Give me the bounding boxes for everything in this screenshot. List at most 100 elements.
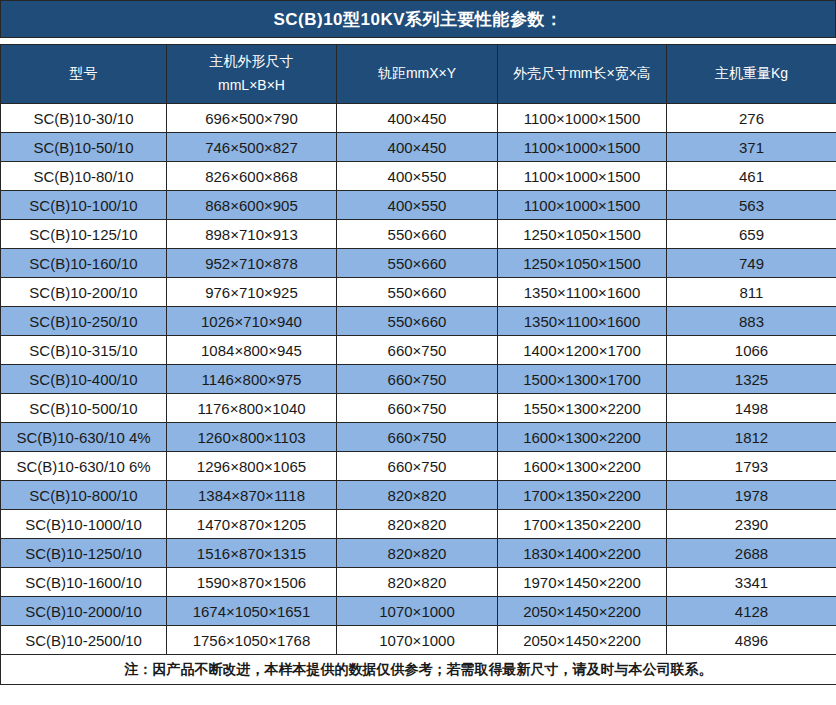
header-model: 型号 (1, 45, 167, 104)
table-cell: 811 (667, 278, 836, 307)
table-cell: SC(B)10-125/10 (1, 220, 167, 249)
table-cell: 1550×1300×2200 (498, 394, 667, 423)
table-cell: 826×600×868 (167, 162, 337, 191)
table-cell: 1384×870×1118 (167, 481, 337, 510)
table-cell: 1350×1100×1600 (498, 307, 667, 336)
table-cell: SC(B)10-160/10 (1, 249, 167, 278)
table-cell: SC(B)10-1600/10 (1, 568, 167, 597)
table-cell: 1590×870×1506 (167, 568, 337, 597)
table-cell: 1500×1300×1700 (498, 365, 667, 394)
table-cell: 1250×1050×1500 (498, 220, 667, 249)
table-cell: 1100×1000×1500 (498, 133, 667, 162)
table-row: SC(B)10-630/10 4%1260×800×1103660×750160… (1, 423, 836, 452)
table-cell: 746×500×827 (167, 133, 337, 162)
table-cell: 400×550 (337, 162, 498, 191)
table-cell: 1100×1000×1500 (498, 104, 667, 133)
table-cell: 1325 (667, 365, 836, 394)
table-cell: 1516×870×1315 (167, 539, 337, 568)
table-row: SC(B)10-2000/101674×1050×16511070×100020… (1, 597, 836, 626)
table-cell: 4128 (667, 597, 836, 626)
header-dimensions: 主机外形尺寸 mmL×B×H (167, 45, 337, 104)
table-cell: 1812 (667, 423, 836, 452)
table-cell: 400×550 (337, 191, 498, 220)
table-cell: 660×750 (337, 365, 498, 394)
table-cell: 820×820 (337, 510, 498, 539)
table-cell: SC(B)10-2000/10 (1, 597, 167, 626)
table-cell: SC(B)10-400/10 (1, 365, 167, 394)
header-row: 型号 主机外形尺寸 mmL×B×H 轨距mmX×Y 外壳尺寸mm长×宽×高 主机… (1, 45, 836, 104)
note-text: 注：因产品不断改进，本样本提供的数据仅供参考；若需取得最新尺寸，请及时与本公司联… (1, 655, 836, 685)
table-cell: 550×660 (337, 220, 498, 249)
table-cell: SC(B)10-80/10 (1, 162, 167, 191)
table-cell: 1176×800×1040 (167, 394, 337, 423)
table-cell: 976×710×925 (167, 278, 337, 307)
table-cell: 1350×1100×1600 (498, 278, 667, 307)
table-row: SC(B)10-2500/101756×1050×17681070×100020… (1, 626, 836, 655)
table-cell: 660×750 (337, 394, 498, 423)
table-cell: 660×750 (337, 452, 498, 481)
header-shell-size: 外壳尺寸mm长×宽×高 (498, 45, 667, 104)
table-cell: 550×660 (337, 249, 498, 278)
table-row: SC(B)10-400/101146×800×975660×7501500×13… (1, 365, 836, 394)
note-row: 注：因产品不断改进，本样本提供的数据仅供参考；若需取得最新尺寸，请及时与本公司联… (1, 655, 836, 685)
table-cell: 898×710×913 (167, 220, 337, 249)
table-cell: 696×500×790 (167, 104, 337, 133)
table-cell: 1978 (667, 481, 836, 510)
header-dimensions-line1: 主机外形尺寸 (169, 50, 334, 74)
table-cell: 1498 (667, 394, 836, 423)
table-cell: 1084×800×945 (167, 336, 337, 365)
table-row: SC(B)10-1250/101516×870×1315820×8201830×… (1, 539, 836, 568)
table-row: SC(B)10-800/101384×870×1118820×8201700×1… (1, 481, 836, 510)
table-cell: 660×750 (337, 423, 498, 452)
table-cell: 820×820 (337, 539, 498, 568)
table-cell: 1100×1000×1500 (498, 162, 667, 191)
table-row: SC(B)10-1000/101470×870×1205820×8201700×… (1, 510, 836, 539)
table-cell: 1600×1300×2200 (498, 452, 667, 481)
table-cell: 461 (667, 162, 836, 191)
table-row: SC(B)10-100/10868×600×905400×5501100×100… (1, 191, 836, 220)
table-cell: 276 (667, 104, 836, 133)
table-cell: 1756×1050×1768 (167, 626, 337, 655)
table-cell: 1793 (667, 452, 836, 481)
table-cell: 1830×1400×2200 (498, 539, 667, 568)
table-cell: 1970×1450×2200 (498, 568, 667, 597)
table-cell: 820×820 (337, 568, 498, 597)
table-cell: 2688 (667, 539, 836, 568)
spec-table: 型号 主机外形尺寸 mmL×B×H 轨距mmX×Y 外壳尺寸mm长×宽×高 主机… (0, 44, 836, 685)
table-cell: SC(B)10-630/10 4% (1, 423, 167, 452)
table-cell: 1146×800×975 (167, 365, 337, 394)
table-cell: 1260×800×1103 (167, 423, 337, 452)
table-cell: 1250×1050×1500 (498, 249, 667, 278)
table-cell: SC(B)10-800/10 (1, 481, 167, 510)
table-cell: SC(B)10-50/10 (1, 133, 167, 162)
table-cell: 2050×1450×2200 (498, 597, 667, 626)
table-cell: SC(B)10-500/10 (1, 394, 167, 423)
table-cell: 400×450 (337, 104, 498, 133)
table-cell: SC(B)10-1000/10 (1, 510, 167, 539)
table-row: SC(B)10-200/10976×710×925550×6601350×110… (1, 278, 836, 307)
table-cell: 1066 (667, 336, 836, 365)
table-cell: 1674×1050×1651 (167, 597, 337, 626)
table-cell: 550×660 (337, 307, 498, 336)
table-cell: SC(B)10-315/10 (1, 336, 167, 365)
table-cell: 4896 (667, 626, 836, 655)
table-cell: 550×660 (337, 278, 498, 307)
spec-sheet: SC(B)10型10KV系列主要性能参数： 型号 主机外形尺寸 mmL×B×H … (0, 0, 836, 685)
table-cell: SC(B)10-200/10 (1, 278, 167, 307)
table-cell: SC(B)10-630/10 6% (1, 452, 167, 481)
table-row: SC(B)10-630/10 6%1296×800×1065660×750160… (1, 452, 836, 481)
table-row: SC(B)10-315/101084×800×945660×7501400×12… (1, 336, 836, 365)
page-title: SC(B)10型10KV系列主要性能参数： (0, 0, 836, 38)
table-cell: 3341 (667, 568, 836, 597)
table-cell: SC(B)10-100/10 (1, 191, 167, 220)
table-cell: 1400×1200×1700 (498, 336, 667, 365)
table-cell: SC(B)10-30/10 (1, 104, 167, 133)
table-cell: 1470×870×1205 (167, 510, 337, 539)
table-cell: 1100×1000×1500 (498, 191, 667, 220)
table-cell: 371 (667, 133, 836, 162)
table-cell: 749 (667, 249, 836, 278)
table-cell: 883 (667, 307, 836, 336)
header-weight: 主机重量Kg (667, 45, 836, 104)
table-cell: 400×450 (337, 133, 498, 162)
table-cell: 659 (667, 220, 836, 249)
